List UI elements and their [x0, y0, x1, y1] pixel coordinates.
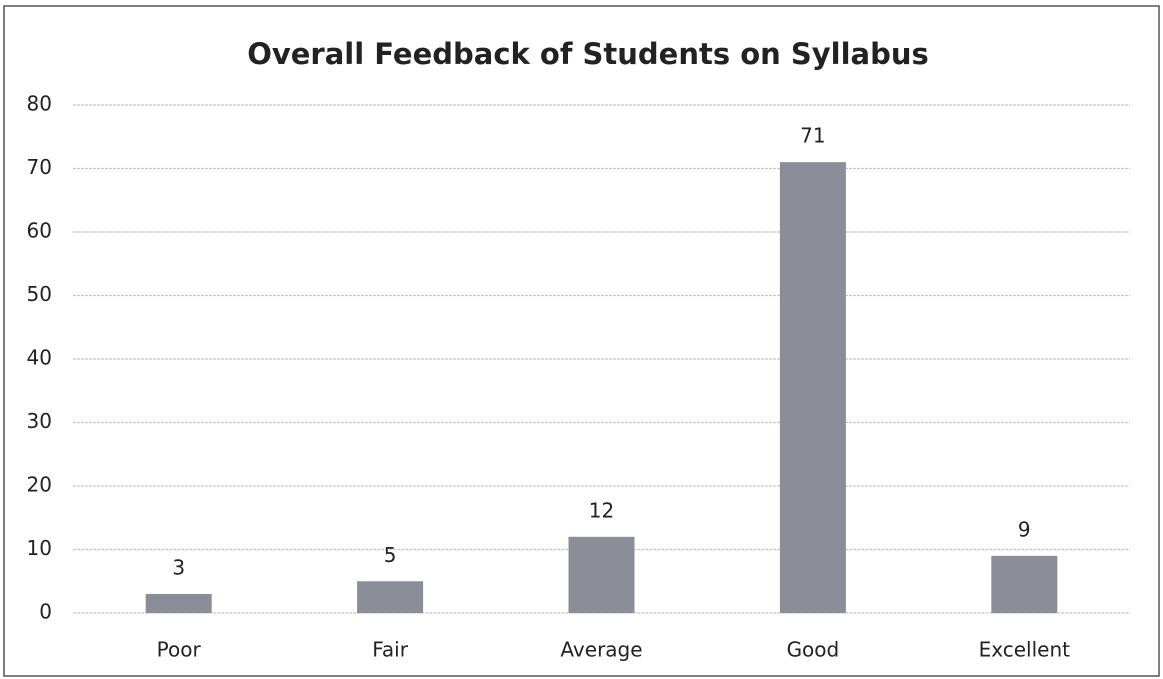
y-tick-label: 20: [27, 473, 52, 497]
data-label: 3: [172, 555, 185, 579]
data-label: 71: [800, 124, 825, 148]
x-tick-label: Fair: [372, 638, 408, 662]
y-tick-label: 10: [27, 536, 52, 560]
bar: [779, 162, 846, 613]
y-tick-label: 70: [27, 155, 52, 179]
bar: [145, 593, 212, 613]
bar: [991, 555, 1058, 613]
y-tick-label: 0: [39, 600, 52, 624]
x-tick-label: Excellent: [979, 638, 1071, 662]
x-tick-label: Good: [787, 638, 840, 662]
y-tick-label: 30: [27, 409, 52, 433]
x-tick-label: Poor: [157, 638, 202, 662]
y-tick-label: 60: [27, 219, 52, 243]
data-label: 12: [589, 498, 614, 522]
x-tick-label: Average: [560, 638, 642, 662]
y-tick-label: 80: [27, 92, 52, 116]
bar: [357, 581, 424, 613]
data-label: 5: [384, 543, 397, 567]
bar: [568, 536, 635, 613]
data-label: 9: [1018, 517, 1031, 541]
y-tick-label: 50: [27, 282, 52, 306]
y-tick-label: 40: [27, 346, 52, 370]
chart-title: Overall Feedback of Students on Syllabus: [247, 37, 929, 71]
